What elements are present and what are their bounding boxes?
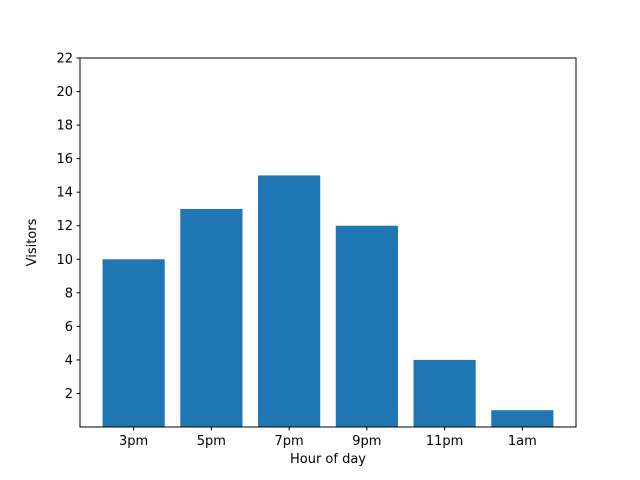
- y-axis-label: Visitors: [25, 218, 40, 266]
- bar-1am: [491, 410, 554, 427]
- bar-3pm: [102, 259, 165, 427]
- x-tick-label: 1am: [508, 434, 537, 449]
- y-tick-label: 18: [56, 119, 73, 134]
- y-tick-label: 6: [65, 320, 73, 335]
- y-tick-label: 20: [56, 85, 73, 100]
- y-tick-label: 12: [56, 219, 73, 234]
- bar-5pm: [180, 208, 243, 427]
- bar-11pm: [413, 359, 476, 427]
- bars-group: [102, 175, 554, 427]
- x-tick-label: 3pm: [119, 434, 148, 449]
- x-tick-label: 7pm: [275, 434, 304, 449]
- y-tick-label: 14: [56, 186, 73, 201]
- y-tick-label: 4: [65, 353, 73, 368]
- x-tick-label: 9pm: [352, 434, 381, 449]
- bar-9pm: [335, 225, 398, 427]
- y-tick-label: 16: [56, 152, 73, 167]
- x-tick-label: 11pm: [426, 434, 463, 449]
- axes-group: 2 4 6 8 10 12 14 16 18 20 22 3pm 5pm 7pm 9pm 11pm 1am: [56, 52, 577, 449]
- axes-spines: [79, 57, 577, 428]
- x-axis-label: Hour of day: [290, 452, 366, 467]
- bar-7pm: [258, 175, 321, 427]
- x-tick-label: 5pm: [197, 434, 226, 449]
- y-tick-label: 10: [56, 253, 73, 268]
- y-tick-label: 22: [56, 52, 73, 67]
- y-tick-label: 8: [65, 286, 73, 301]
- y-tick-label: 2: [65, 387, 73, 402]
